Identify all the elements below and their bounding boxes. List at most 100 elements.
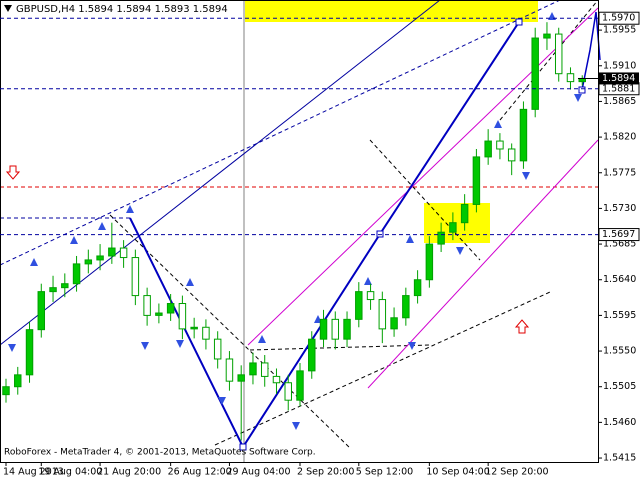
candle-body xyxy=(225,358,234,382)
forecast-node xyxy=(239,443,247,451)
candle-body xyxy=(566,73,575,83)
y-tick-label: 1.5415 xyxy=(603,453,636,464)
candle-body xyxy=(531,37,539,110)
candle-body xyxy=(178,303,187,330)
candle-body xyxy=(554,33,563,75)
channel-line xyxy=(499,0,599,121)
candle-body xyxy=(84,259,93,265)
y-tick-label: 1.5685 xyxy=(603,239,636,250)
channel-line xyxy=(369,139,481,261)
candle-body xyxy=(61,283,69,289)
candles xyxy=(2,22,586,441)
candle-body xyxy=(108,247,116,257)
candle-body xyxy=(319,318,328,340)
trend-line xyxy=(0,0,561,266)
y-tick-label: 1.5820 xyxy=(603,132,636,143)
candle-body xyxy=(413,279,422,297)
x-tick-label: 10 Sep 04:00 xyxy=(426,467,489,478)
level-label-box xyxy=(598,228,640,242)
forecast-node xyxy=(515,18,523,26)
candle-body xyxy=(131,257,140,297)
buy-arrow xyxy=(514,319,530,334)
forecast-node xyxy=(578,86,586,94)
candle-body xyxy=(237,374,245,382)
trend-line xyxy=(0,0,441,346)
channel-line xyxy=(247,7,599,346)
candle-body xyxy=(519,108,528,162)
plot-area xyxy=(0,0,601,462)
channel-line xyxy=(249,344,431,351)
channel-line xyxy=(214,291,551,446)
current-price-label: 1.5894 xyxy=(602,73,635,84)
level-label-box xyxy=(598,11,640,25)
y-tick-label: 1.5595 xyxy=(603,310,636,321)
candle-body xyxy=(355,291,363,320)
x-tick-label: 26 Aug 12:00 xyxy=(168,467,232,478)
candle-body xyxy=(425,243,434,281)
candle-body xyxy=(37,291,46,331)
candle-body xyxy=(296,370,304,401)
level-label: 1.5881 xyxy=(602,83,635,94)
candle-body xyxy=(213,338,222,360)
x-tick-label: 19 Aug 04:00 xyxy=(38,467,102,478)
candle-body xyxy=(272,375,281,384)
fractal-arrows xyxy=(8,12,582,430)
candle-body xyxy=(25,329,34,376)
y-tick-label: 1.5505 xyxy=(603,381,636,392)
y-tick-label: 1.5460 xyxy=(603,417,636,428)
consolidation-zone xyxy=(424,203,490,243)
target-zone xyxy=(245,0,538,22)
y-tick-label: 1.5910 xyxy=(603,60,636,71)
y-tick-label: 1.5955 xyxy=(603,25,636,36)
candle-body xyxy=(14,374,22,388)
x-tick-label: 29 Aug 04:00 xyxy=(226,467,290,478)
candle-body xyxy=(119,247,128,259)
candle-body xyxy=(190,326,198,330)
candle-body xyxy=(249,362,257,376)
y-tick-label: 1.5640 xyxy=(603,274,636,285)
candle-body xyxy=(96,255,104,261)
y-tick-label: 1.5730 xyxy=(603,203,636,214)
level-label: 1.5697 xyxy=(602,229,635,240)
candle-body xyxy=(49,287,57,293)
x-tick-label: 21 Aug 20:00 xyxy=(97,467,161,478)
x-tick-label: 14 Aug 2013 xyxy=(3,467,64,478)
candle-body xyxy=(378,299,387,330)
candle-body xyxy=(402,295,410,319)
candle-body xyxy=(460,203,469,224)
candle-body xyxy=(72,263,81,285)
candle-body xyxy=(260,362,269,377)
candle-body xyxy=(484,140,492,158)
y-tick-label: 1.5550 xyxy=(603,346,636,357)
level-label: 1.5970 xyxy=(602,13,635,24)
x-tick-label: 2 Sep 20:00 xyxy=(297,467,354,478)
candle-body xyxy=(343,318,351,340)
candle-body xyxy=(543,33,551,39)
symbol-marker xyxy=(4,5,12,12)
candle-body xyxy=(366,291,375,301)
y-tick-label: 1.5775 xyxy=(603,167,636,178)
current-price-box xyxy=(599,72,639,85)
x-tick-label: 5 Sep 12:00 xyxy=(356,467,413,478)
candle-body xyxy=(496,140,504,150)
y-tick-label: 1.5865 xyxy=(603,96,636,107)
candle-body xyxy=(308,338,316,372)
candle-body xyxy=(390,317,398,330)
candle-body xyxy=(155,312,163,316)
sell-arrow xyxy=(5,165,21,180)
footer: RoboForex - MetaTrader 4, © 2001-2013, M… xyxy=(4,448,316,458)
candle-body xyxy=(143,295,151,316)
candle-body xyxy=(472,156,481,205)
candle-body xyxy=(437,231,445,245)
candle-body xyxy=(202,326,210,340)
forecast-node xyxy=(376,230,384,238)
candle-body xyxy=(284,382,292,401)
chart-title: GBPUSD,H4 1.5894 1.5894 1.5893 1.5894 xyxy=(16,4,228,15)
candle-body xyxy=(331,318,340,340)
candle-body xyxy=(507,148,516,162)
candle-body xyxy=(449,222,457,233)
x-tick-label: 12 Sep 20:00 xyxy=(485,467,548,478)
